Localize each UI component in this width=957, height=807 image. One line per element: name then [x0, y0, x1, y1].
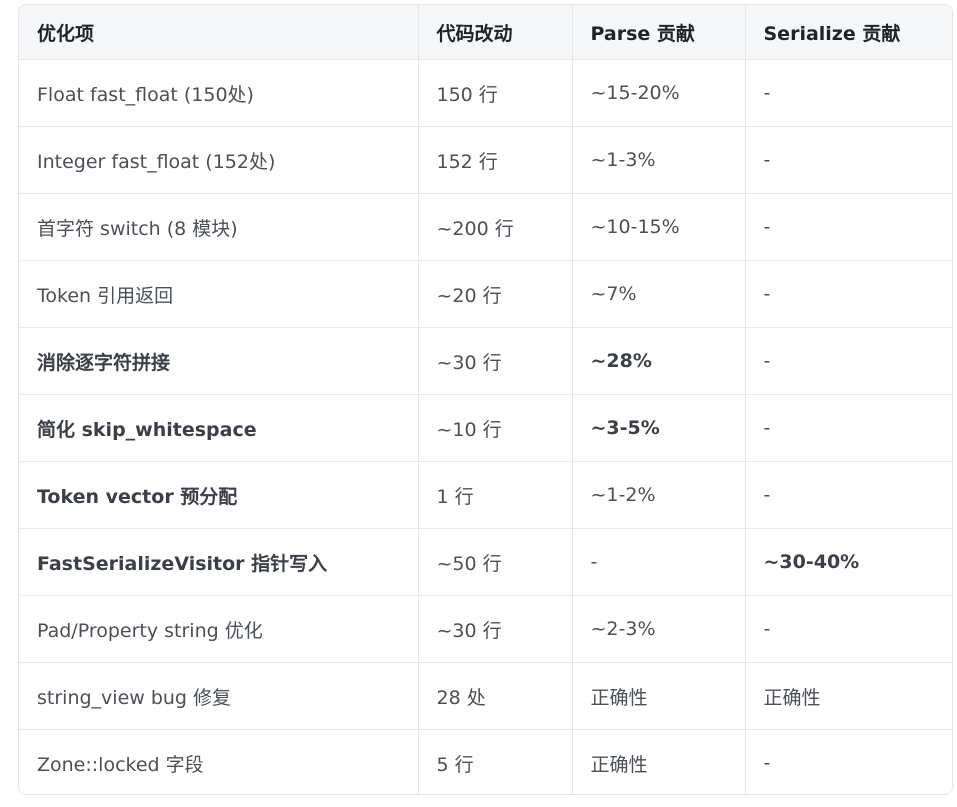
cell-serialize-contribution: - [745, 59, 952, 127]
table-header-row: 优化项 代码改动 Parse 贡献 Serialize 贡献 [19, 5, 952, 60]
cell-serialize-contribution: - [745, 126, 952, 194]
cell-serialize-contribution: - [745, 394, 952, 462]
table-row: 首字符 switch (8 模块) ~200 行 ~10-15% - [19, 193, 952, 261]
cell-optimization-item: Zone::locked 字段 [19, 729, 419, 794]
cell-optimization-item: 消除逐字符拼接 [19, 327, 419, 395]
cell-parse-contribution: ~7% [572, 260, 746, 328]
cell-serialize-contribution: ~30-40% [745, 528, 952, 596]
cell-optimization-item: FastSerializeVisitor 指针写入 [19, 528, 419, 596]
cell-optimization-item: Pad/Property string 优化 [19, 595, 419, 663]
cell-code-change: 1 行 [418, 461, 573, 529]
cell-serialize-contribution: - [745, 193, 952, 261]
table-row: Float fast_float (150处) 150 行 ~15-20% - [19, 59, 952, 127]
optimization-table-container: 优化项 代码改动 Parse 贡献 Serialize 贡献 Float fas… [18, 4, 953, 795]
cell-code-change: 28 处 [418, 662, 573, 730]
table-row: Integer fast_float (152处) 152 行 ~1-3% - [19, 126, 952, 194]
cell-optimization-item: string_view bug 修复 [19, 662, 419, 730]
cell-serialize-contribution: - [745, 327, 952, 395]
cell-parse-contribution: ~28% [572, 327, 746, 395]
cell-parse-contribution: ~10-15% [572, 193, 746, 261]
cell-code-change: ~20 行 [418, 260, 573, 328]
cell-serialize-contribution: - [745, 595, 952, 663]
cell-optimization-item: 简化 skip_whitespace [19, 394, 419, 462]
header-parse-contribution: Parse 贡献 [572, 5, 746, 60]
cell-parse-contribution: 正确性 [572, 662, 746, 730]
cell-parse-contribution: ~2-3% [572, 595, 746, 663]
cell-parse-contribution: ~1-3% [572, 126, 746, 194]
cell-optimization-item: Token 引用返回 [19, 260, 419, 328]
cell-code-change: ~50 行 [418, 528, 573, 596]
table-row: Zone::locked 字段 5 行正确性 - [19, 729, 952, 794]
header-serialize-contribution: Serialize 贡献 [745, 5, 952, 60]
cell-parse-contribution: - [572, 528, 746, 596]
cell-code-change: ~200 行 [418, 193, 573, 261]
table-row: Token vector 预分配 1 行 ~1-2% - [19, 461, 952, 529]
cell-parse-contribution: ~1-2% [572, 461, 746, 529]
cell-code-change: 5 行 [418, 729, 573, 794]
header-optimization-item: 优化项 [19, 5, 419, 60]
table-row: FastSerializeVisitor 指针写入 ~50 行 - ~30-40% [19, 528, 952, 596]
cell-serialize-contribution: 正确性 [745, 662, 952, 730]
table-row: 简化 skip_whitespace ~10 行 ~3-5% - [19, 394, 952, 462]
cell-code-change: 152 行 [418, 126, 573, 194]
cell-optimization-item: Integer fast_float (152处) [19, 126, 419, 194]
optimization-table: 优化项 代码改动 Parse 贡献 Serialize 贡献 Float fas… [19, 5, 952, 794]
cell-optimization-item: Token vector 预分配 [19, 461, 419, 529]
cell-parse-contribution: ~15-20% [572, 59, 746, 127]
cell-parse-contribution: ~3-5% [572, 394, 746, 462]
cell-code-change: ~10 行 [418, 394, 573, 462]
cell-optimization-item: Float fast_float (150处) [19, 59, 419, 127]
cell-code-change: ~30 行 [418, 327, 573, 395]
cell-code-change: 150 行 [418, 59, 573, 127]
table-row: Pad/Property string 优化 ~30 行 ~2-3% - [19, 595, 952, 663]
table-row: string_view bug 修复 28 处正确性 正确性 [19, 662, 952, 730]
cell-code-change: ~30 行 [418, 595, 573, 663]
table-body: Float fast_float (150处) 150 行 ~15-20% - Inte… [19, 59, 952, 794]
cell-parse-contribution: 正确性 [572, 729, 746, 794]
table-row: Token 引用返回 ~20 行 ~7% - [19, 260, 952, 328]
cell-serialize-contribution: - [745, 260, 952, 328]
table-row: 消除逐字符拼接 ~30 行 ~28% - [19, 327, 952, 395]
cell-optimization-item: 首字符 switch (8 模块) [19, 193, 419, 261]
header-code-change: 代码改动 [418, 5, 573, 60]
cell-serialize-contribution: - [763, 752, 771, 774]
cell-serialize-contribution: - [745, 461, 952, 529]
